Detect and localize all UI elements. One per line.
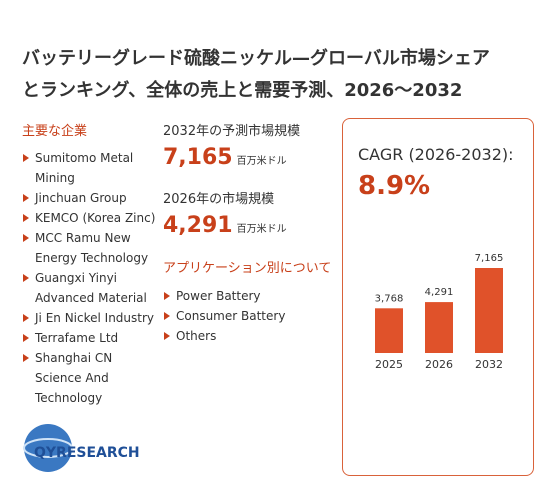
bar <box>425 302 453 353</box>
list-item: MCC Ramu New Energy Technology <box>22 228 162 268</box>
list-item: Guangxi Yinyi Advanced Material <box>22 268 162 308</box>
value: 4,291 <box>163 213 233 238</box>
value-label: 3,768 <box>375 293 404 304</box>
cagr-label: CAGR (2026-2032): <box>358 145 514 164</box>
company-list: Sumitomo Metal Mining Jinchuan Group KEMCO… <box>22 148 162 408</box>
label: 2032年の予測市場規模 <box>163 124 301 139</box>
label: 2026年の市場規模 <box>163 192 275 207</box>
value: 7,165 <box>163 145 233 170</box>
list-item: Jinchuan Group <box>22 188 162 208</box>
bar <box>475 268 503 353</box>
list-item: Power Battery <box>163 286 333 306</box>
title: バッテリーグレード硫酸ニッケル—グローバル市場シェア <box>22 48 490 69</box>
cagr-box: CAGR (2026-2032): 8.9% 3,768 2025 4,291 202… <box>342 118 534 476</box>
list-item: Ji En Nickel Industry <box>22 308 162 328</box>
list-item: Shanghai CN Science And Technology <box>22 348 162 408</box>
list-item: Others <box>163 326 333 346</box>
list-item: Terrafame Ltd <box>22 328 162 348</box>
x-tick-label: 2025 <box>375 358 403 371</box>
chart: 3,768 2025 4,291 2026 7,165 2032 <box>375 253 504 371</box>
value-label: 4,291 <box>425 287 454 298</box>
section-heading: 主要な企業 <box>22 124 88 139</box>
logo-orbit <box>23 438 73 458</box>
section-heading: アプリケーション別について <box>163 261 332 276</box>
logo-text: QYRESEARCH <box>34 445 140 461</box>
metric: 7,165 百万米ドル <box>163 145 287 170</box>
metric: 4,291 百万米ドル <box>163 213 287 238</box>
logo: QYRESEARCH <box>23 424 140 472</box>
unit: 百万米ドル <box>236 156 287 167</box>
list-item: KEMCO (Korea Zinc) <box>22 208 162 228</box>
unit: 百万米ドル <box>236 224 287 235</box>
x-tick-label: 2032 <box>475 358 503 371</box>
x-tick-label: 2026 <box>425 358 453 371</box>
title: とランキング、全体の売上と需要予測、2026～2032 <box>22 80 463 101</box>
application-list: Power Battery Consumer Battery Others <box>163 286 333 346</box>
value-label: 7,165 <box>475 253 504 264</box>
logo-globe <box>24 424 72 472</box>
list-item: Consumer Battery <box>163 306 333 326</box>
bar <box>375 308 403 353</box>
cagr-value: 8.9% <box>358 171 431 201</box>
list-item: Sumitomo Metal Mining <box>22 148 162 188</box>
